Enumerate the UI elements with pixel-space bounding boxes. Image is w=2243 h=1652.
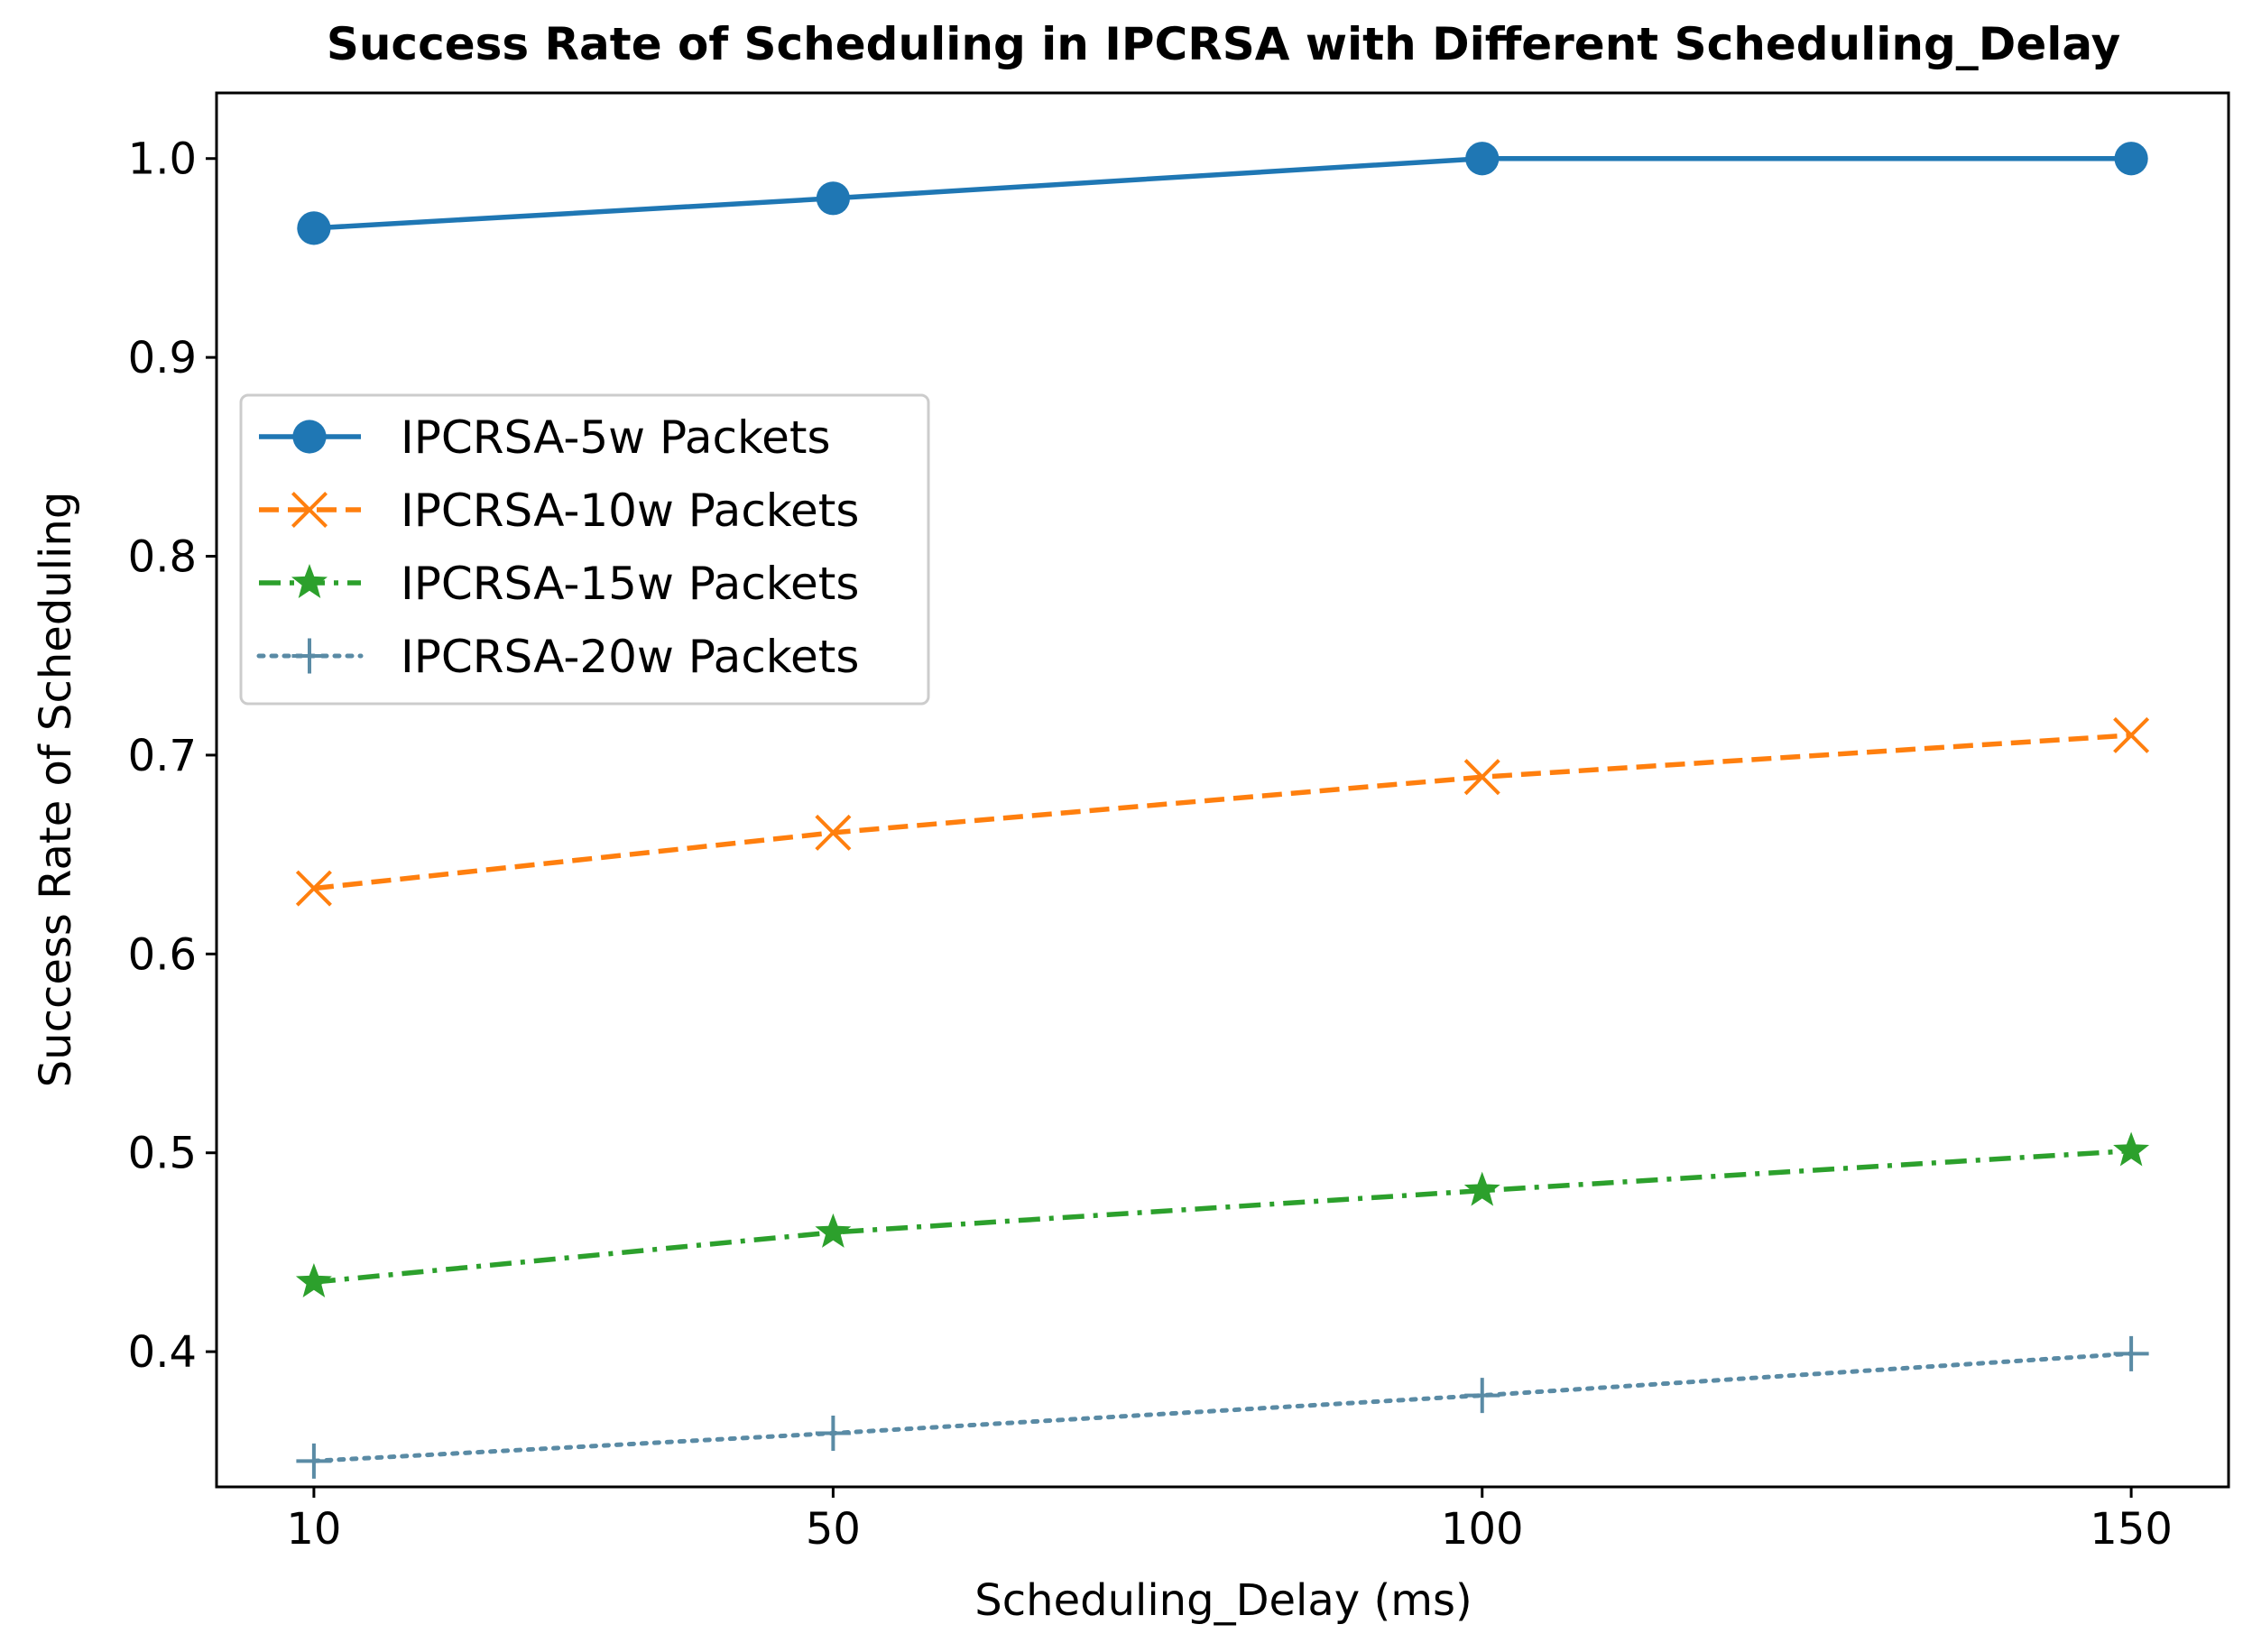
legend-label: IPCRSA-20w Packets	[401, 631, 859, 683]
legend-marker	[291, 564, 328, 598]
x-tick-label: 100	[1441, 1504, 1524, 1555]
y-tick-label: 0.9	[128, 333, 197, 383]
x-tick-label: 150	[2090, 1504, 2173, 1555]
series-line-2	[313, 733, 2132, 891]
legend-entry-1: IPCRSA-5w Packets	[259, 411, 831, 464]
data-point-2-1	[295, 870, 332, 907]
legend-marker	[291, 491, 328, 529]
data-point-3-1	[295, 1263, 332, 1297]
legend-label: IPCRSA-15w Packets	[401, 558, 859, 610]
series-1	[297, 142, 2148, 245]
series-line-3	[313, 1148, 2132, 1285]
x-tick-label: 10	[286, 1504, 341, 1555]
x-axis-label: Scheduling_Delay (ms)	[974, 1575, 1472, 1626]
y-tick-label: 0.4	[128, 1327, 197, 1378]
data-point-4-2	[815, 1415, 851, 1451]
data-point-1-4	[2114, 142, 2148, 176]
legend-label: IPCRSA-10w Packets	[401, 485, 859, 537]
legend-entry-3: IPCRSA-15w Packets	[259, 558, 859, 610]
axes: 10 50 100 150 0.4 0.5 0.6 0.7 0.8 0.9 1.0	[128, 91, 2230, 1555]
series-4	[296, 1335, 2149, 1479]
chart-title: Success Rate of Scheduling in IPCRSA wit…	[327, 18, 2120, 70]
data-point-3-3	[1463, 1171, 1500, 1206]
data-point-3-4	[2113, 1131, 2150, 1167]
y-tick-label: 1.0	[128, 134, 197, 185]
legend: IPCRSA-5w Packets IPCRSA-10w Packets IPCRS…	[239, 393, 930, 706]
plot-frame	[215, 91, 2230, 1489]
y-tick-label: 0.8	[128, 532, 197, 583]
data-point-2-2	[815, 814, 852, 851]
legend-entry-2: IPCRSA-10w Packets	[259, 485, 859, 537]
legend-label: IPCRSA-5w Packets	[401, 411, 831, 464]
data-point-1-2	[816, 181, 850, 216]
data-point-3-2	[815, 1213, 852, 1248]
data-point-4-1	[296, 1443, 332, 1479]
y-tick-label: 0.5	[128, 1129, 197, 1179]
y-tick-label: 0.6	[128, 929, 197, 980]
data-point-2-4	[2113, 716, 2150, 753]
series-line-1	[313, 155, 2132, 231]
series-2	[295, 716, 2150, 907]
data-point-1-1	[297, 211, 331, 245]
data-point-4-3	[1464, 1378, 1500, 1414]
y-axis-label: Success Rate of Scheduling	[31, 492, 81, 1088]
y-tick-label: 0.7	[128, 731, 197, 781]
series-3	[295, 1131, 2150, 1297]
legend-box	[239, 393, 930, 706]
data-point-2-3	[1463, 759, 1500, 796]
x-tick-label: 50	[806, 1504, 861, 1555]
legend-marker	[291, 638, 328, 674]
legend-entry-4: IPCRSA-20w Packets	[256, 631, 859, 683]
series-line-4	[311, 1351, 2134, 1463]
data-point-4-4	[2113, 1335, 2149, 1371]
plot-area	[295, 142, 2150, 1479]
legend-marker	[292, 420, 327, 454]
data-point-1-3	[1465, 142, 1500, 176]
